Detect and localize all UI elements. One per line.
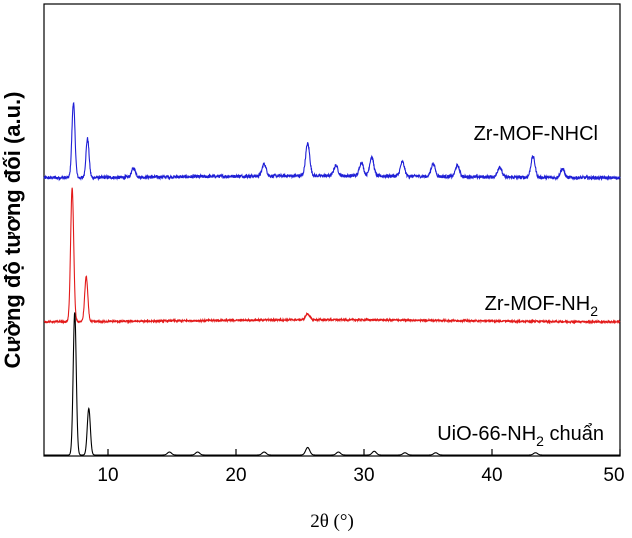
series-label-main-0: Zr-MOF-NHCl <box>474 123 598 145</box>
x-ticks: 10 20 30 40 50 <box>97 449 625 486</box>
series-label-1: Zr-MOF-NH2 <box>485 293 599 319</box>
series-label-2: UiO-66-NH2 chuẩn <box>437 423 604 449</box>
series-line-0 <box>43 101 621 182</box>
y-axis-label: Cường độ tương đối (a.u.) <box>0 92 25 369</box>
series-group <box>43 101 621 456</box>
series-label-main-1: Zr-MOF-NH <box>485 293 591 315</box>
x-tick-label-10: 10 <box>97 465 118 486</box>
series-label-sub-2: 2 <box>536 433 544 449</box>
x-axis-label: 2θ (°) <box>310 511 354 532</box>
series-label-sub-1: 2 <box>590 303 598 319</box>
x-tick-label-20: 20 <box>225 465 246 486</box>
series-label-tail-2: chuẩn <box>544 423 604 445</box>
series-line-2 <box>44 312 620 456</box>
x-tick-label-50: 50 <box>603 465 624 486</box>
plot-frame <box>43 3 621 457</box>
series-line-1 <box>43 187 621 325</box>
series-label-0: Zr-MOF-NHCl <box>474 123 598 145</box>
x-tick-label-40: 40 <box>481 465 502 486</box>
x-tick-label-30: 30 <box>353 465 374 486</box>
series-label-main-2: UiO-66-NH <box>437 423 536 445</box>
